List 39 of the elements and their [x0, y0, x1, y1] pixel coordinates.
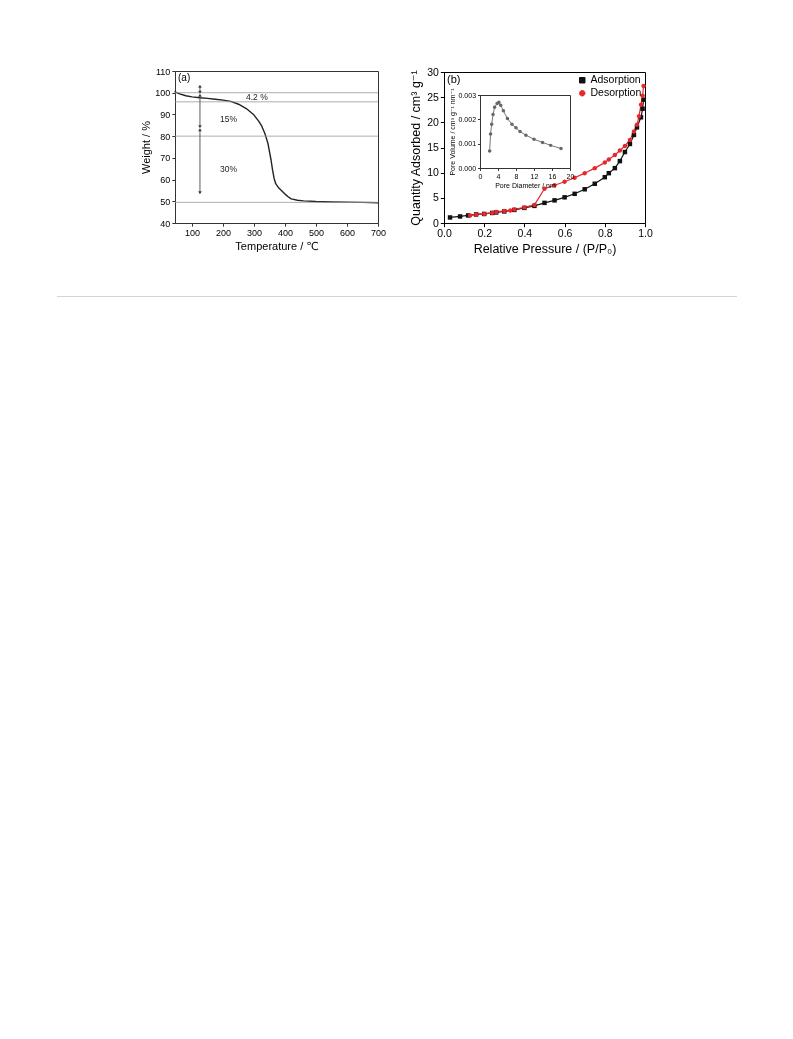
y-tick-label: 50	[160, 196, 171, 207]
annotation: 4.2 %	[245, 92, 269, 103]
x-tick-label: 100	[185, 227, 201, 238]
y-tick-label: 70	[160, 153, 171, 164]
y-axis-title: Quantity Adsorbed / cm³ g⁻¹	[409, 70, 424, 226]
x-tick-label: 0.6	[557, 227, 573, 240]
y-tick-label: 90	[160, 109, 171, 120]
y-tick-label: 30	[427, 65, 439, 78]
x-tick-label: 0.4	[517, 227, 533, 240]
chart-title: (b)	[447, 73, 461, 85]
y-tick-label: 80	[160, 131, 171, 142]
y-tick-label: 10	[427, 166, 439, 179]
x-tick-label: 600	[339, 227, 356, 238]
chart-title: (a)	[178, 72, 191, 83]
y-axis-title: Weight / %	[140, 120, 153, 174]
y-tick-label: 0	[432, 216, 439, 229]
y-tick-label: 100	[155, 88, 171, 99]
y-tick-label: 20	[427, 115, 439, 128]
y-tick-label: 110	[155, 66, 171, 77]
x-tick-label: 1.0	[638, 227, 653, 240]
y-tick-label: 5	[432, 191, 439, 204]
x-tick-label: 400	[278, 227, 294, 238]
annotation: 30%	[219, 164, 238, 175]
x-tick-label: 0.8	[598, 227, 613, 240]
x-tick-label: 300	[247, 227, 263, 238]
x-tick-label: 700	[370, 227, 387, 238]
x-tick-label: 0.2	[477, 227, 493, 240]
y-tick-label: 15	[427, 141, 439, 153]
annotation: 15%	[219, 113, 238, 124]
legend-label: Desorption	[590, 86, 642, 99]
x-axis-title: Temperature / ℃	[235, 239, 319, 252]
x-tick-label: 0.0	[437, 227, 452, 240]
y-tick-label: 25	[427, 90, 439, 103]
y-tick-label: 60	[160, 175, 171, 186]
legend-label: Adsorption	[590, 73, 641, 86]
x-tick-label: 500	[309, 227, 325, 238]
y-tick-label: 40	[160, 218, 171, 229]
x-axis-title: Relative Pressure / (P/P₀)	[473, 242, 617, 257]
x-tick-label: 200	[216, 227, 232, 238]
